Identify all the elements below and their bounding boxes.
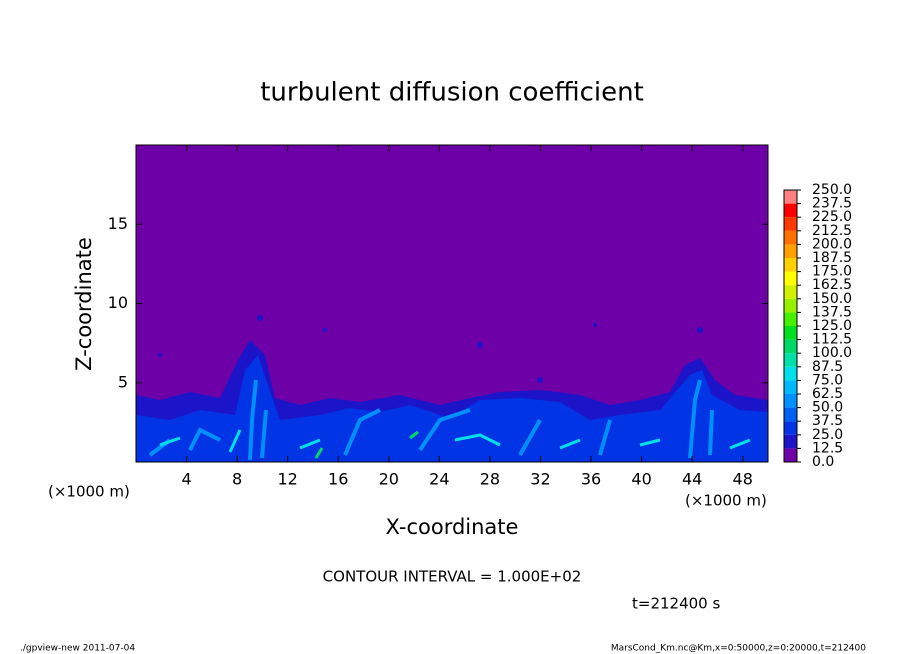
colorbar-band [784, 230, 797, 245]
annotation: CONTOUR INTERVAL = 1.000E+02 [323, 568, 582, 586]
colorbar-label: 250.0 [812, 182, 852, 198]
field-region [314, 430, 419, 459]
colorbar-label: 37.5 [812, 413, 843, 429]
colorbar-band [784, 258, 797, 272]
x-tick-label: 20 [379, 470, 399, 489]
annotation: t=212400 s [632, 595, 720, 613]
colorbar-label: 125.0 [812, 318, 852, 334]
field [136, 145, 768, 462]
x-axis-title: X-coordinate [386, 515, 519, 539]
x-tick-label: 4 [181, 470, 191, 489]
y-tick-label: 10 [108, 293, 128, 312]
x-tick-label: 24 [429, 470, 449, 489]
x-tick-label: 40 [631, 470, 651, 489]
field-spot [697, 327, 703, 333]
field-region [136, 355, 768, 462]
colorbar-band [784, 407, 797, 422]
y-tick-label: 5 [118, 372, 128, 391]
colorbar-label: 25.0 [812, 427, 843, 443]
colorbar-label: 75.0 [812, 372, 843, 388]
colorbar-band [784, 244, 797, 258]
colorbar-label: 112.5 [812, 332, 852, 348]
colorbar-label: 212.5 [812, 223, 852, 239]
colorbar-label: 200.0 [812, 236, 852, 252]
colorbar-label: 0.0 [812, 454, 834, 470]
colorbar-label: 187.5 [812, 250, 852, 266]
x-tick-label: 28 [480, 470, 500, 489]
x-tick-label: 16 [328, 470, 348, 489]
colorbar-band [784, 312, 797, 326]
field-spot [257, 315, 263, 321]
colorbar-band [784, 298, 797, 313]
colorbar-label: 150.0 [812, 291, 852, 307]
colorbar-band [784, 217, 797, 231]
x-tick-label: 12 [278, 470, 298, 489]
x-unit: (×1000 m) [685, 492, 767, 510]
colorbar-label: 162.5 [812, 277, 852, 293]
colorbar-band [784, 339, 797, 354]
colorbar-label: 87.5 [812, 359, 843, 375]
colorbar-label: 237.5 [812, 196, 852, 212]
colorbar-band [784, 190, 797, 204]
colorbar-band [784, 434, 797, 449]
x-tick-label: 36 [581, 470, 601, 489]
field-spot [477, 342, 483, 348]
colorbar-label: 50.0 [812, 400, 843, 416]
field-region [148, 379, 714, 461]
x-tick-label: 8 [232, 470, 242, 489]
field-spot [537, 377, 543, 383]
colorbar-band [784, 394, 797, 408]
colorbar-band [784, 271, 797, 286]
y-axis-title: Z-coordinate [72, 237, 96, 371]
y-unit: (×1000 m) [48, 483, 130, 501]
colorbar-band [784, 380, 797, 394]
colorbar-band [784, 421, 797, 435]
colorbar-label: 100.0 [812, 345, 852, 361]
chart-title: turbulent diffusion coefficient [260, 78, 644, 108]
field-spot [158, 353, 162, 357]
footer-left: ./gpview-new 2011-07-04 [20, 644, 135, 654]
x-tick-label: 32 [530, 470, 550, 489]
colorbar-label: 62.5 [812, 386, 843, 402]
colorbar-label: 225.0 [812, 209, 852, 225]
field-spot [593, 323, 597, 327]
colorbar-label: 175.0 [812, 264, 852, 280]
colorbar-label: 137.5 [812, 304, 852, 320]
y-tick-label: 15 [108, 214, 128, 233]
colorbar-band [784, 366, 797, 381]
colorbar-band [784, 203, 797, 218]
footer-right: MarsCond_Km.nc@Km,x=0:50000,z=0:20000,t=… [611, 644, 866, 654]
x-tick-label: 48 [733, 470, 753, 489]
colorbar-band [784, 285, 797, 299]
colorbar-label: 12.5 [812, 440, 843, 456]
colorbar-band [784, 326, 797, 340]
field-region [159, 429, 751, 453]
colorbar-band [784, 448, 797, 462]
x-tick-label: 44 [682, 470, 702, 489]
colorbar-band [784, 353, 797, 367]
field-spot [323, 328, 327, 332]
